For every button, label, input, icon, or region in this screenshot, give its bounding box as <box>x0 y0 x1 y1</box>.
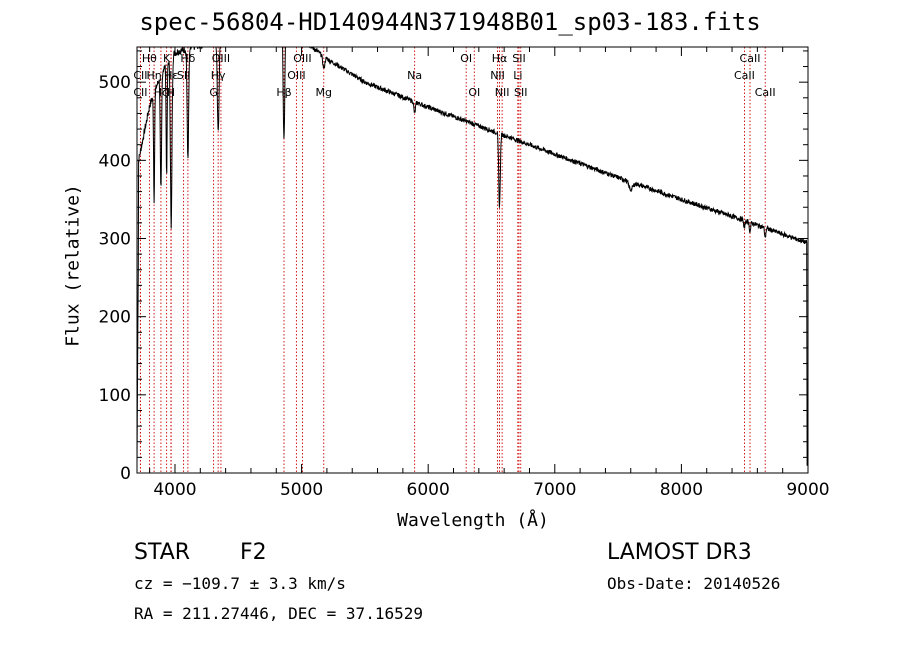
spectral-line-label: Hβ <box>276 86 291 99</box>
chart-title: spec-56804-HD140944N371948B01_sp03-183.f… <box>139 8 761 36</box>
y-tick-label: 400 <box>99 151 131 171</box>
spectral-line-label: CaII <box>755 86 776 99</box>
spectral-line-label: Hθ <box>142 52 157 65</box>
y-tick-label: 500 <box>99 73 131 93</box>
redshift-text: cz = −109.7 ± 3.3 km/s <box>134 574 346 593</box>
y-tick-label: 300 <box>99 230 131 250</box>
spectral-line-label: K <box>163 52 171 65</box>
spectral-line-label: CII <box>133 86 147 99</box>
axes <box>136 46 809 474</box>
x-tick-label: 5000 <box>280 480 323 500</box>
spectral-line-label: Mg <box>315 86 331 99</box>
obs-date-text: Obs-Date: 20140526 <box>607 574 781 593</box>
spectral-line-label: Li <box>513 69 522 82</box>
tick-labels: 4000 5000 6000 7000 8000 9000 0 100 200 300 400 500 <box>99 73 830 500</box>
line-markers <box>139 47 766 473</box>
spectral-line-label: Hγ <box>211 69 226 82</box>
x-tick-label: 9000 <box>786 480 829 500</box>
spectral-line-label: OI <box>460 52 472 65</box>
spectral-line-label: H <box>167 86 175 99</box>
y-tick-label: 200 <box>99 308 131 328</box>
spectral-line-label: OIII <box>293 52 311 65</box>
x-tick-label: 4000 <box>153 480 196 500</box>
y-axis-label: Flux (relative) <box>62 184 84 347</box>
spectral-line-label: Hη <box>146 69 161 82</box>
spectral-line-label: SII <box>177 69 190 82</box>
x-tick-label: 7000 <box>533 480 576 500</box>
object-class: STAR <box>134 540 191 565</box>
spectral-line-label: OIII <box>287 69 305 82</box>
spectral-line-label: Hα <box>492 52 508 65</box>
x-axis-label: Wavelength (Å) <box>397 510 549 531</box>
spectral-line-label: Na <box>407 69 422 82</box>
spectral-line-label: CaII <box>740 52 761 65</box>
spectral-line-label: CaII <box>734 69 755 82</box>
spectral-line-label: OI <box>468 86 480 99</box>
survey-name: LAMOST DR3 <box>607 540 752 565</box>
x-tick-label: 6000 <box>407 480 450 500</box>
spectral-line-label: Hζ <box>154 86 168 99</box>
y-tick-label: 100 <box>99 386 131 406</box>
spectral-line-label: OIII <box>212 52 230 65</box>
coords-text: RA = 211.27446, DEC = 37.16529 <box>134 604 423 623</box>
object-subclass: F2 <box>240 540 267 565</box>
plot-frame <box>136 46 809 474</box>
spectral-line-label: G <box>209 86 218 99</box>
x-tick-label: 8000 <box>660 480 703 500</box>
y-tick-label: 0 <box>120 464 131 484</box>
spectral-line-label: SII <box>514 86 527 99</box>
spectral-line-label: NII <box>490 69 505 82</box>
spectral-line-label: Hδ <box>180 52 195 65</box>
spectral-line-label: NII <box>495 86 510 99</box>
spectral-line-label: CII <box>133 69 147 82</box>
spectral-line-label: SII <box>512 52 525 65</box>
tick-marks <box>137 47 809 474</box>
spectrum-line <box>136 46 808 466</box>
line-labels: CIIHθCIIHηHζKHεHSIIHδGHγOIIIHβOIIIOIIIMg… <box>133 52 775 99</box>
